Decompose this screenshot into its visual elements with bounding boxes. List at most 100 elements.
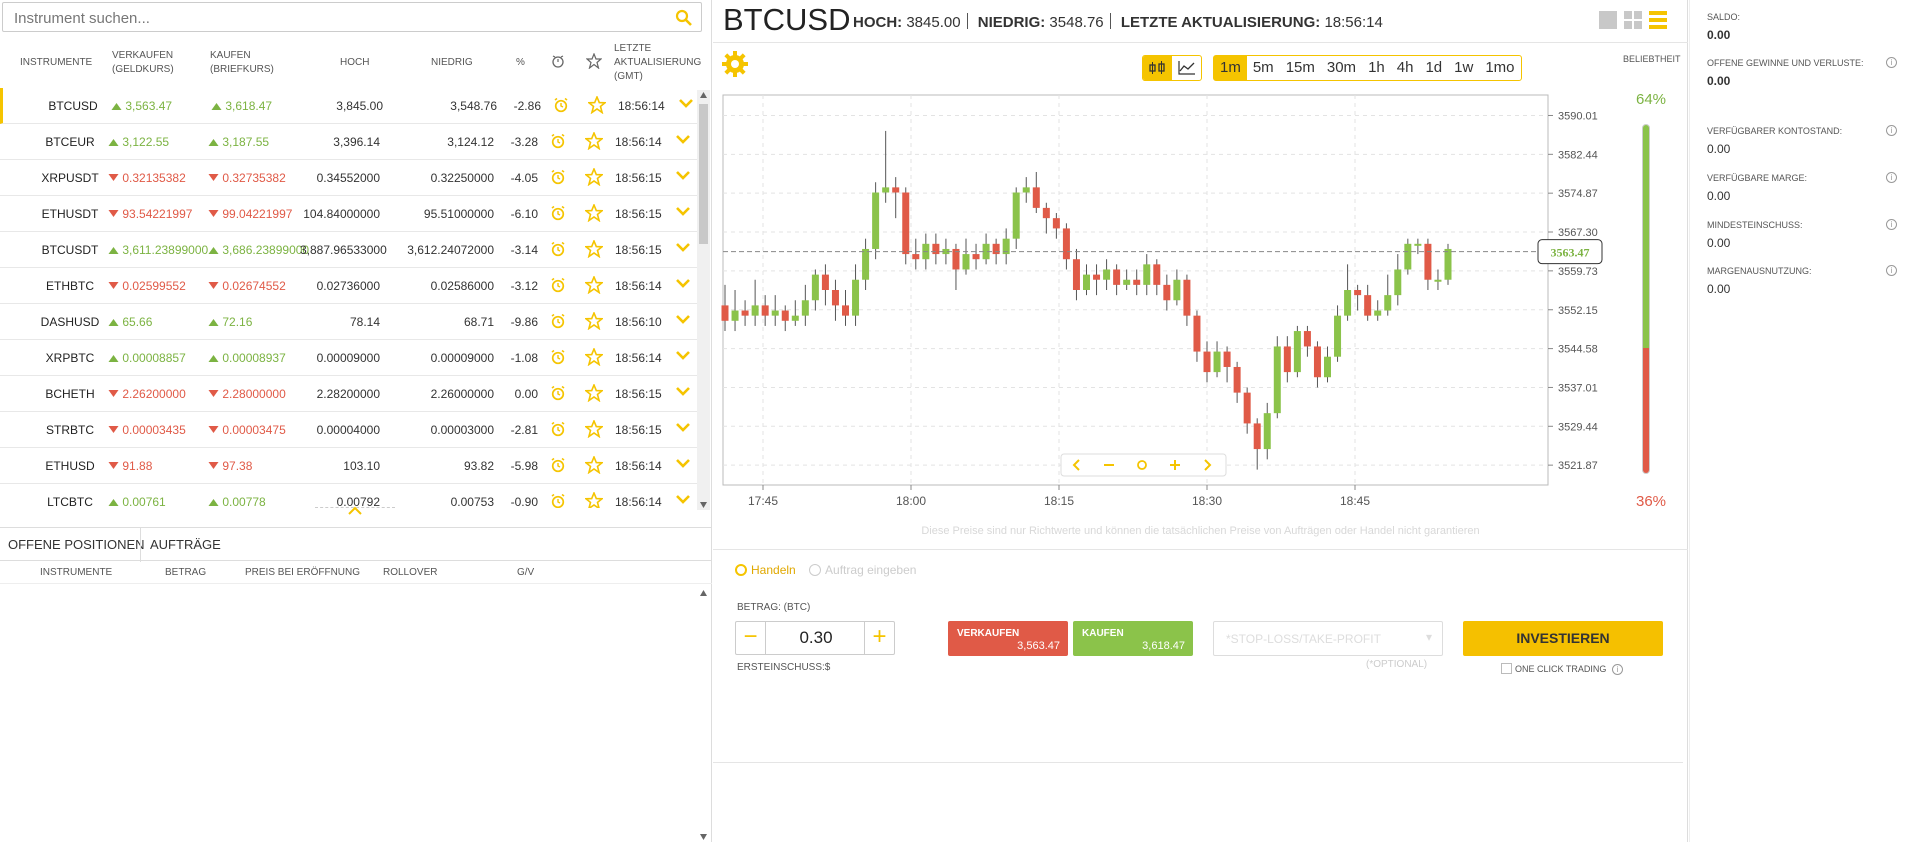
reset-icon[interactable] <box>1137 460 1147 470</box>
star-icon[interactable] <box>583 274 605 297</box>
sell-price-cell[interactable]: 0.32135382 <box>108 171 186 185</box>
handeln-label[interactable]: Handeln <box>751 563 796 577</box>
timeframe-1m[interactable]: 1m <box>1214 56 1247 80</box>
table-row[interactable]: BTCUSD 3,563.47 3,618.47 3,845.00 3,548.76… <box>0 88 697 124</box>
line-type-icon[interactable] <box>1173 56 1201 80</box>
star-icon[interactable] <box>583 166 605 189</box>
instrument-scrollbar[interactable] <box>697 90 710 510</box>
table-row[interactable]: STRBTC 0.00003435 0.00003475 0.00004000 0.… <box>0 412 697 448</box>
sell-price-cell[interactable]: 65.66 <box>108 315 152 329</box>
buy-price-cell[interactable]: 0.00008937 <box>208 351 286 365</box>
alarm-icon[interactable] <box>550 133 566 152</box>
positions-scrollbar[interactable] <box>697 586 710 842</box>
timeframe-1w[interactable]: 1w <box>1454 59 1474 76</box>
auftrag-label[interactable]: Auftrag eingeben <box>825 563 917 577</box>
timeframe-15m[interactable]: 15m <box>1285 59 1315 76</box>
sell-price-cell[interactable]: 0.00761 <box>108 495 166 508</box>
alarm-icon[interactable] <box>550 421 566 440</box>
tab-offene-positionen[interactable]: OFFENE POSITIONEN <box>8 537 145 552</box>
buy-price-cell[interactable]: 99.04221997 <box>208 207 292 221</box>
buy-price-cell[interactable]: 3,618.47 <box>211 99 272 113</box>
sell-price-cell[interactable]: 2.26200000 <box>108 387 186 401</box>
stoploss-select[interactable]: *STOP-LOSS/TAKE-PROFIT ▾ <box>1213 621 1443 656</box>
buy-price-cell[interactable]: 0.00003475 <box>208 423 286 437</box>
alarm-icon[interactable] <box>550 169 566 188</box>
chevron-down-icon[interactable] <box>675 384 691 401</box>
table-row[interactable]: XRPUSDT 0.32135382 0.32735382 0.34552000 0… <box>0 160 697 196</box>
price-chart[interactable]: 3590.01 3582.44 3574.87 3567.30 3559.73 3552.… <box>713 85 1633 505</box>
col-instrumente[interactable]: INSTRUMENTE <box>20 57 93 68</box>
chevron-down-icon[interactable] <box>675 204 691 221</box>
alarm-icon[interactable] <box>550 385 566 404</box>
buy-price-cell[interactable]: 0.02674552 <box>208 279 286 293</box>
radio-handeln[interactable] <box>735 564 747 576</box>
scrollbar-thumb[interactable] <box>699 104 708 244</box>
table-row[interactable]: BTCEUR 3,122.55 3,187.55 3,396.14 3,124.12… <box>0 124 697 160</box>
buy-price-cell[interactable]: 3,686.23899000 <box>208 243 309 257</box>
sell-price-cell[interactable]: 0.00008857 <box>108 351 186 365</box>
info-icon[interactable]: i <box>1886 125 1897 136</box>
alarm-icon[interactable] <box>550 493 566 508</box>
star-icon[interactable] <box>583 202 605 225</box>
star-icon[interactable] <box>583 238 605 261</box>
zoom-in-icon[interactable] <box>1170 460 1180 470</box>
buy-price-cell[interactable]: 0.32735382 <box>208 171 286 185</box>
search-input[interactable]: Instrument suchen... <box>2 2 702 32</box>
buy-price-cell[interactable]: 2.28000000 <box>208 387 286 401</box>
one-click-trading[interactable]: ONE CLICK TRADING i <box>1501 663 1623 675</box>
star-icon[interactable] <box>583 346 605 369</box>
col-kaufen[interactable]: KAUFEN (BRIEFKURS) <box>210 50 274 75</box>
sell-button[interactable]: VERKAUFEN 3,563.47 <box>948 621 1068 656</box>
timeframe-1h[interactable]: 1h <box>1368 59 1385 76</box>
alarm-icon[interactable] <box>553 97 569 116</box>
star-icon[interactable] <box>583 310 605 333</box>
sell-price-cell[interactable]: 0.02599552 <box>108 279 186 293</box>
table-row[interactable]: ETHUSD 91.88 97.38 103.10 93.82 -5.98 18:56:… <box>0 448 697 484</box>
star-icon[interactable] <box>586 94 608 117</box>
sell-price-cell[interactable]: 3,122.55 <box>108 135 169 149</box>
timeframe-1d[interactable]: 1d <box>1425 59 1443 76</box>
chevron-left-icon[interactable] <box>1072 459 1080 471</box>
info-icon[interactable]: i <box>1886 265 1897 276</box>
search-icon[interactable] <box>675 9 693 32</box>
chevron-down-icon[interactable] <box>675 312 691 329</box>
buy-price-cell[interactable]: 3,187.55 <box>208 135 269 149</box>
star-icon[interactable] <box>583 130 605 153</box>
star-icon[interactable] <box>583 382 605 405</box>
timeframe-1mo[interactable]: 1mo <box>1485 59 1515 76</box>
star-icon[interactable] <box>583 454 605 477</box>
col-niedrig[interactable]: NIEDRIG <box>431 57 473 68</box>
info-icon[interactable]: i <box>1886 57 1897 68</box>
chevron-down-icon[interactable] <box>675 276 691 293</box>
chevron-down-icon[interactable] <box>675 132 691 149</box>
increase-amount-button[interactable]: + <box>864 622 894 654</box>
one-click-checkbox[interactable] <box>1501 663 1512 674</box>
alarm-icon[interactable] <box>550 457 566 476</box>
table-row[interactable]: DASHUSD 65.66 72.16 78.14 68.71 -9.86 18:56:… <box>0 304 697 340</box>
tab-auftraege[interactable]: AUFTRÄGE <box>150 537 221 552</box>
chevron-down-icon[interactable] <box>675 240 691 257</box>
sell-price-cell[interactable]: 93.54221997 <box>108 207 192 221</box>
timeframe-30m[interactable]: 30m <box>1326 59 1357 76</box>
sell-price-cell[interactable]: 3,611.23899000 <box>108 243 208 257</box>
radio-auftrag[interactable] <box>809 564 822 576</box>
info-icon[interactable]: i <box>1886 172 1897 183</box>
buy-button[interactable]: KAUFEN 3,618.47 <box>1073 621 1193 656</box>
timeframe-4h[interactable]: 4h <box>1396 59 1414 76</box>
alarm-icon[interactable] <box>550 241 566 260</box>
alarm-icon[interactable] <box>550 277 566 296</box>
chevron-down-icon[interactable] <box>675 348 691 365</box>
buy-price-cell[interactable]: 72.16 <box>208 315 252 329</box>
table-row[interactable]: ETHBTC 0.02599552 0.02674552 0.02736000 0.… <box>0 268 697 304</box>
chevron-down-icon[interactable] <box>675 456 691 473</box>
info-icon[interactable]: i <box>1611 664 1623 675</box>
col-update[interactable]: LETZTE AKTUALISIERUNG (GMT) <box>614 43 702 82</box>
resize-handle[interactable] <box>315 506 395 517</box>
settings-gear-icon[interactable] <box>721 50 749 83</box>
star-icon[interactable] <box>583 418 605 441</box>
table-row[interactable]: LTCBTC 0.00761 0.00778 0.00792 0.00753 -0.9… <box>0 484 697 508</box>
sell-price-cell[interactable]: 0.00003435 <box>108 423 186 437</box>
star-icon[interactable] <box>583 490 605 508</box>
sell-price-cell[interactable]: 91.88 <box>108 459 152 473</box>
info-icon[interactable]: i <box>1886 219 1897 230</box>
